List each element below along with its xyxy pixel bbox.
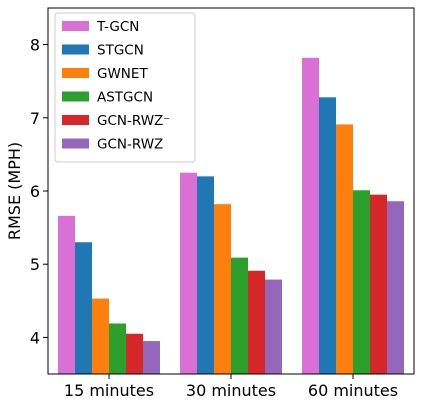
legend-label: GWNET <box>97 66 148 82</box>
bar-gcn-rwz--0 <box>126 333 143 374</box>
bar-stgcn-1 <box>197 176 214 374</box>
bar-astgcn-1 <box>231 257 248 374</box>
legend-swatch <box>62 91 89 102</box>
x-axis: 15 minutes 30 minutes 60 minutes <box>64 374 398 400</box>
legend-swatch <box>62 44 89 55</box>
bar-astgcn-2 <box>353 190 370 374</box>
y-tick-label: 8 <box>30 36 40 55</box>
legend-box <box>54 12 196 163</box>
x-tick-label: 30 minutes <box>186 381 276 400</box>
legend-label: ASTGCN <box>97 90 153 106</box>
legend-swatch <box>62 138 89 149</box>
y-tick-label: 5 <box>30 255 40 274</box>
y-tick-label: 7 <box>30 109 40 128</box>
bar-astgcn-0 <box>109 323 126 374</box>
bar-gwnet-0 <box>92 298 109 374</box>
bar-t-gcn-1 <box>180 172 197 374</box>
y-tick-label: 6 <box>30 182 40 201</box>
bar-stgcn-2 <box>319 97 336 374</box>
legend: T-GCN STGCN GWNET ASTGCN GCN-RWZ⁻ GCN-RWZ <box>54 12 196 163</box>
bar-gcn-rwz-2 <box>387 201 404 374</box>
bar-gcn-rwz--1 <box>248 270 265 374</box>
bar-t-gcn-0 <box>58 215 75 374</box>
bar-stgcn-0 <box>75 242 92 374</box>
bar-gcn-rwz-0 <box>143 341 160 374</box>
y-tick-label: 4 <box>30 328 40 347</box>
legend-swatch <box>62 115 89 125</box>
legend-label: GCN-RWZ <box>97 137 163 153</box>
x-tick-label: 60 minutes <box>308 381 398 400</box>
bar-gcn-rwz--2 <box>370 194 387 374</box>
x-tick-label: 15 minutes <box>64 381 154 400</box>
plot-frame <box>47 7 415 375</box>
y-axis: 4 5 6 7 8 <box>30 36 48 347</box>
bar-gwnet-1 <box>214 204 231 374</box>
y-axis-label: RMSE (MPH) <box>5 142 24 240</box>
bars-group <box>58 57 404 374</box>
legend-swatch <box>62 68 89 78</box>
legend-label: STGCN <box>97 43 144 59</box>
bar-t-gcn-2 <box>302 57 319 374</box>
legend-label: T-GCN <box>96 19 139 35</box>
legend-label: GCN-RWZ⁻ <box>97 113 170 129</box>
legend-swatch <box>62 21 89 31</box>
bar-gcn-rwz-1 <box>265 279 282 374</box>
bar-gwnet-2 <box>336 124 353 374</box>
